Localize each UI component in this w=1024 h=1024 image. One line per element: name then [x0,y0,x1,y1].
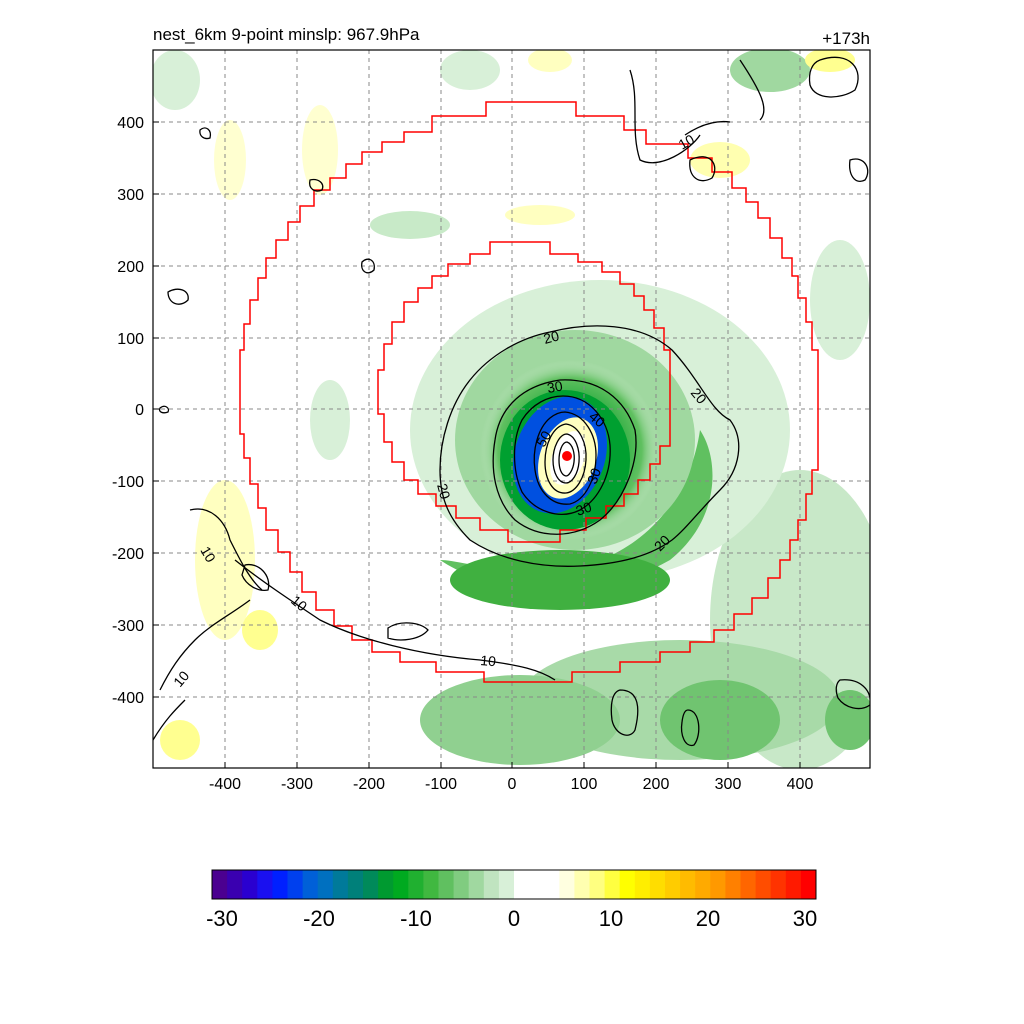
colorbar-swatch [589,870,606,899]
contour-label: 20 [434,482,454,501]
colorbar-label: 20 [696,906,720,931]
colorbar-swatch [498,870,515,899]
colorbar-swatch [257,870,273,899]
colorbar-swatch [544,870,560,899]
colorbar-swatch [619,870,636,899]
colorbar-swatch [680,870,696,899]
plot-title: nest_6km 9-point minslp: 967.9hPa [153,25,420,44]
colorbar-swatch [287,870,304,899]
colorbar-swatch [302,870,319,899]
colorbar-label: 0 [508,906,520,931]
colorbar-swatch [453,870,470,899]
contour-label: 30 [546,377,564,395]
outer-red-ring [239,101,819,683]
colorbar-swatch [212,870,228,899]
colorbar-swatch [574,870,590,899]
colorbar-swatch [423,870,439,899]
x-tick-label: -200 [353,776,385,793]
colorbar-swatch [317,870,334,899]
colorbar-swatch [770,870,787,899]
colorbar-swatch [559,870,575,899]
colorbar-swatch [665,870,681,899]
contour-label: 30 [584,466,604,486]
x-tick-label: -400 [209,776,241,793]
x-tick-label: 300 [715,776,742,793]
colorbar-labels: -30 -20 -10 0 10 20 30 [206,906,817,931]
colorbar-swatch [514,870,530,899]
y-tick-label: 400 [117,115,144,132]
colorbar-swatch [649,870,666,899]
contour-label: 10 [676,131,698,153]
x-tick-label: -300 [281,776,313,793]
isotach-contours [153,56,870,747]
contour-label: 10 [197,544,219,566]
colorbar-swatch [438,870,455,899]
colorbar-swatch [227,870,243,899]
colorbar-swatch [363,870,379,899]
y-tick-label: -400 [112,690,144,707]
y-axis-labels: 400 300 200 100 0 -100 -200 -300 -400 [112,115,144,707]
colorbar-swatch [529,870,545,899]
y-tick-label: -300 [112,618,144,635]
y-tick-label: 300 [117,187,144,204]
tick-marks [153,121,801,768]
colorbar-swatch [242,870,258,899]
contour-label: 20 [542,327,561,347]
y-tick-label: -100 [112,474,144,491]
colorbar-swatch [393,870,409,899]
x-tick-label: 400 [787,776,814,793]
x-tick-label: 100 [571,776,598,793]
colorbar-swatch [347,870,364,899]
colorbar-label: 30 [793,906,817,931]
x-axis-labels: -400 -300 -200 -100 0 100 200 300 400 [209,776,813,793]
colorbar-swatch [408,870,424,899]
colorbar-label: 10 [599,906,623,931]
storm-field [410,280,790,610]
colorbar-swatch [710,870,726,899]
plot-area: 20 20 20 20 30 30 40 50 30 10 10 10 10 1… [153,50,870,768]
colorbar-frame [211,869,817,900]
y-tick-label: 200 [117,259,144,276]
y-tick-label: -200 [112,546,144,563]
colorbar [212,870,817,899]
x-tick-label: 0 [508,776,517,793]
colorbar-swatch [785,870,802,899]
colorbar-swatch [800,870,817,899]
contour-label: 30 [574,498,594,518]
colorbar-label: -10 [400,906,432,931]
colorbar-label: -30 [206,906,238,931]
y-tick-label: 0 [135,402,144,419]
colorbar-swatch [332,870,349,899]
colorbar-swatch [604,870,621,899]
colorbar-swatch [483,870,500,899]
colorbar-swatch [740,870,757,899]
colorbar-swatch [272,870,288,899]
inner-red-ring [377,241,671,543]
colorbar-swatch [725,870,741,899]
colorbar-swatch [755,870,772,899]
contour-label: 10 [480,652,497,669]
colorbar-swatch [378,870,394,899]
colorbar-swatch [468,870,485,899]
x-tick-label: -100 [425,776,457,793]
background-shading [153,50,870,768]
colorbar-label: -20 [303,906,335,931]
colorbar-swatch [695,870,711,899]
x-tick-label: 200 [643,776,670,793]
y-tick-label: 100 [117,331,144,348]
contour-label: 50 [533,428,555,450]
forecast-hour: +173h [822,29,870,48]
colorbar-swatch [634,870,651,899]
